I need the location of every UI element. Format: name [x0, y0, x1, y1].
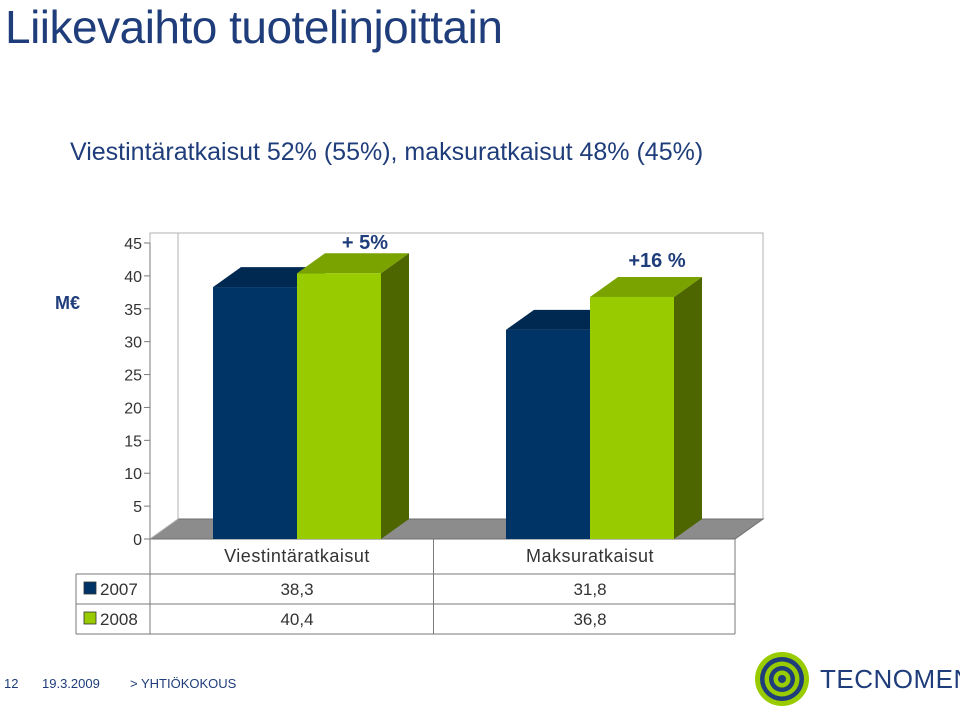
- side-wall: [149, 232, 179, 540]
- footer-page-number: 12: [4, 676, 19, 691]
- bar-front: [213, 287, 297, 539]
- bar-top: [590, 276, 702, 297]
- bar-front: [297, 273, 381, 539]
- y-tick-label: 15: [124, 433, 142, 450]
- slide-title: Liikevaihto tuotelinjoittain: [5, 1, 503, 53]
- bar-side: [674, 276, 702, 539]
- growth-annotation: +16 %: [628, 250, 685, 272]
- table-value: 40,4: [280, 610, 313, 629]
- target-rings-icon: [755, 652, 809, 706]
- y-tick-label: 40: [124, 269, 142, 286]
- bar-front: [590, 296, 674, 539]
- legend-label: 2007: [100, 580, 138, 599]
- y-unit-label: M€: [55, 293, 80, 313]
- category-label: Maksuratkaisut: [526, 546, 654, 566]
- y-tick-label: 10: [124, 466, 142, 483]
- y-tick-label: 30: [124, 335, 142, 352]
- footer-event: > YHTIÖKOKOUS: [130, 676, 237, 691]
- bar: [297, 253, 409, 539]
- growth-annotation: + 5%: [342, 232, 388, 254]
- y-tick-label: 25: [124, 368, 142, 385]
- footer-date: 19.3.2009: [42, 676, 100, 691]
- category-label: Viestintäratkaisut: [224, 546, 370, 566]
- y-tick-label: 0: [133, 532, 142, 549]
- y-tick-label: 45: [124, 236, 142, 253]
- bar-top: [297, 253, 409, 274]
- table-value: 38,3: [280, 580, 313, 599]
- y-axis: 0 5 10 15 20 25 30 35 40 45 M€: [55, 236, 151, 549]
- bar-side: [381, 253, 409, 539]
- legend-label: 2008: [100, 610, 138, 629]
- data-table: 2007 38,3 31,8 2008 40,4 36,8: [75, 539, 736, 635]
- legend-swatch: [83, 611, 97, 625]
- slide-subtitle: Viestintäratkaisut 52% (55%), maksuratka…: [70, 138, 704, 166]
- y-tick-label: 20: [124, 400, 142, 417]
- legend-swatch: [83, 581, 97, 595]
- y-tick-label: 35: [124, 302, 142, 319]
- brand-logo-text: TECNOMEN: [820, 664, 960, 694]
- table-value: 36,8: [573, 610, 606, 629]
- y-tick-label: 5: [133, 499, 142, 516]
- bar: [590, 276, 702, 539]
- bar-front: [506, 329, 590, 539]
- table-value: 31,8: [573, 580, 606, 599]
- bars: Viestintäratkaisut Maksuratkaisut: [213, 253, 702, 566]
- annotations: + 5% +16 %: [342, 232, 686, 272]
